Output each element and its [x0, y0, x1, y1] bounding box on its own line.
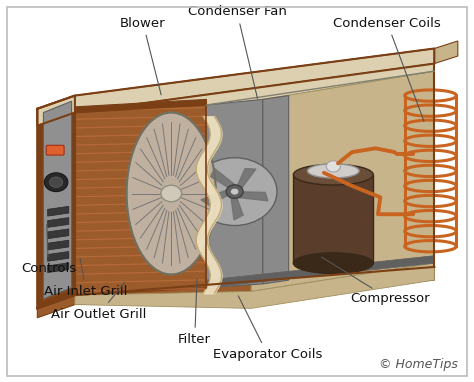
Polygon shape	[48, 206, 69, 216]
Polygon shape	[210, 168, 235, 192]
Polygon shape	[251, 71, 434, 291]
Polygon shape	[207, 99, 263, 288]
FancyBboxPatch shape	[46, 145, 64, 155]
Ellipse shape	[293, 253, 373, 274]
Text: Blower: Blower	[120, 17, 166, 95]
Circle shape	[161, 185, 182, 202]
Circle shape	[226, 185, 243, 198]
Text: © HomeTips: © HomeTips	[379, 358, 458, 371]
Text: Evaporator Coils: Evaporator Coils	[213, 296, 322, 361]
Text: Compressor: Compressor	[321, 257, 429, 306]
Text: Filter: Filter	[178, 279, 211, 346]
Ellipse shape	[308, 164, 359, 178]
Text: Condenser Fan: Condenser Fan	[188, 5, 286, 99]
Polygon shape	[434, 41, 458, 63]
Polygon shape	[37, 267, 434, 318]
Polygon shape	[48, 218, 69, 227]
Polygon shape	[231, 192, 243, 220]
Text: Controls: Controls	[21, 225, 76, 275]
Polygon shape	[48, 251, 69, 261]
Circle shape	[45, 173, 68, 192]
Ellipse shape	[293, 164, 373, 185]
Polygon shape	[75, 105, 207, 295]
Polygon shape	[235, 192, 268, 201]
Polygon shape	[44, 101, 72, 299]
Circle shape	[326, 161, 340, 172]
Text: Air Outlet Grill: Air Outlet Grill	[51, 282, 147, 320]
Circle shape	[230, 188, 239, 195]
Polygon shape	[235, 168, 256, 192]
Polygon shape	[293, 175, 373, 263]
Circle shape	[192, 158, 277, 225]
Circle shape	[50, 177, 63, 188]
Polygon shape	[42, 102, 72, 303]
Text: Air Inlet Grill: Air Inlet Grill	[45, 258, 128, 298]
Polygon shape	[48, 263, 69, 273]
Polygon shape	[75, 63, 434, 118]
Ellipse shape	[127, 113, 216, 275]
Polygon shape	[207, 256, 434, 288]
Polygon shape	[37, 96, 75, 308]
Polygon shape	[201, 189, 235, 206]
Polygon shape	[263, 96, 289, 284]
Polygon shape	[37, 49, 434, 126]
Text: Condenser Coils: Condenser Coils	[334, 17, 441, 121]
Polygon shape	[75, 99, 207, 113]
Polygon shape	[48, 229, 69, 239]
Polygon shape	[48, 240, 69, 250]
Polygon shape	[75, 263, 434, 308]
